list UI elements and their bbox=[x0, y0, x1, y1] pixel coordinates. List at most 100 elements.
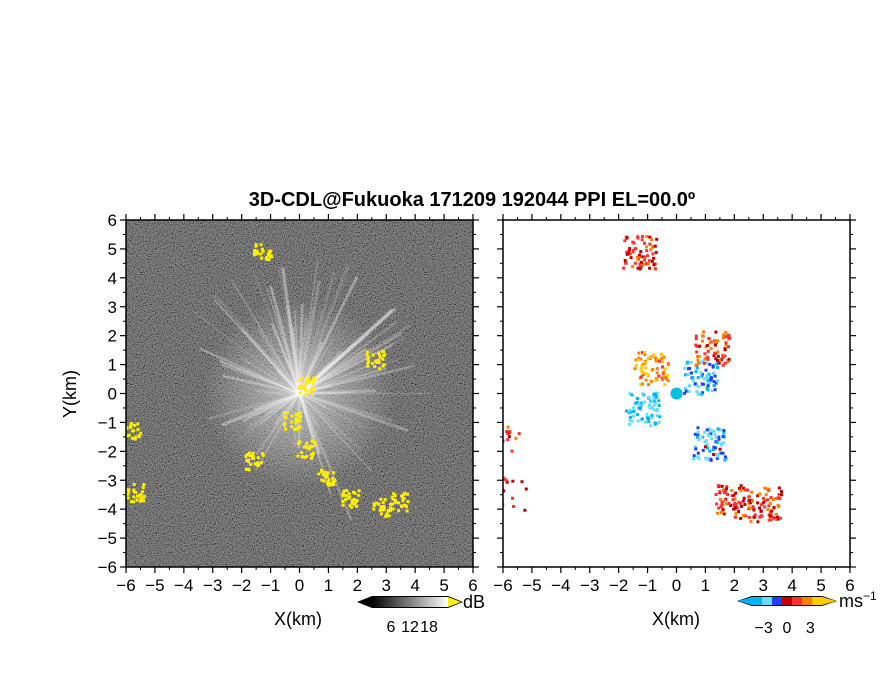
velocity-point bbox=[694, 334, 698, 338]
velocity-point bbox=[664, 377, 668, 381]
echo-pixel bbox=[267, 258, 271, 262]
echo-pixel bbox=[306, 378, 309, 382]
echo-pixel bbox=[298, 384, 302, 388]
echo-pixel bbox=[375, 501, 378, 505]
velocity-point bbox=[758, 515, 762, 519]
velocity-point bbox=[765, 487, 769, 491]
velocity-point bbox=[692, 454, 696, 458]
echo-pixel bbox=[311, 387, 315, 390]
echo-pixel bbox=[365, 353, 369, 357]
velocity-point bbox=[715, 456, 719, 460]
velocity-point bbox=[511, 496, 514, 500]
velocity-point bbox=[628, 415, 632, 419]
velocity-point bbox=[636, 413, 639, 417]
echo-pixel bbox=[387, 509, 390, 512]
echo-pixel bbox=[266, 252, 270, 256]
velocity-point bbox=[707, 372, 711, 376]
echo-pixel bbox=[309, 445, 313, 449]
velocity-point bbox=[692, 457, 696, 461]
velocity-point bbox=[657, 359, 661, 363]
velocity-point bbox=[683, 373, 687, 377]
velocity-point bbox=[722, 441, 726, 445]
echo-pixel bbox=[377, 358, 381, 362]
x-tick-label: 0 bbox=[295, 576, 304, 595]
echo-pixel bbox=[305, 441, 309, 445]
velocity-point bbox=[708, 341, 712, 345]
echo-pixel bbox=[320, 468, 323, 472]
echo-pixel bbox=[140, 497, 144, 501]
echo-pixel bbox=[391, 497, 395, 501]
echo-pixel bbox=[311, 393, 315, 397]
velocity-point bbox=[657, 399, 661, 403]
velocity-point bbox=[632, 406, 636, 410]
velocity-point bbox=[717, 358, 721, 362]
echo-pixel bbox=[305, 455, 309, 458]
echo-pixel bbox=[142, 499, 146, 503]
velocity-point bbox=[747, 495, 751, 499]
velocity-point bbox=[628, 410, 632, 414]
echo-pixel bbox=[127, 433, 131, 437]
y-tick-label: 5 bbox=[108, 240, 117, 259]
velocity-point bbox=[770, 515, 774, 519]
velocity-point bbox=[780, 490, 783, 493]
velocity-point bbox=[643, 241, 646, 245]
echo-pixel bbox=[377, 502, 381, 506]
velocity-point bbox=[733, 501, 737, 505]
velocity-point bbox=[695, 355, 699, 359]
velocity-point bbox=[696, 451, 700, 455]
velocity-colorbar-segment bbox=[782, 597, 793, 605]
velocity-point bbox=[649, 248, 653, 252]
echo-pixel bbox=[354, 500, 358, 504]
velocity-point bbox=[715, 441, 719, 445]
echo-pixel bbox=[326, 471, 330, 475]
velocity-colorbar-segment bbox=[752, 597, 763, 605]
velocity-point bbox=[641, 255, 645, 259]
echo-pixel bbox=[259, 252, 263, 256]
velocity-point bbox=[703, 357, 707, 361]
velocity-point bbox=[769, 518, 773, 521]
echo-pixel bbox=[132, 488, 136, 492]
velocity-point bbox=[491, 435, 494, 438]
x-tick-label: 1 bbox=[324, 576, 333, 595]
velocity-point bbox=[648, 235, 652, 239]
velocity-point bbox=[623, 259, 627, 262]
echo-pixel bbox=[311, 454, 314, 458]
echo-pixel bbox=[392, 492, 396, 496]
echo-pixel bbox=[307, 376, 311, 380]
velocity-point bbox=[683, 366, 687, 370]
echo-pixel bbox=[381, 501, 385, 505]
velocity-point bbox=[693, 432, 697, 436]
velocity-point bbox=[638, 262, 642, 266]
echo-pixel bbox=[284, 427, 288, 431]
velocity-point bbox=[777, 495, 781, 498]
echo-pixel bbox=[284, 416, 288, 420]
velocity-point bbox=[641, 392, 645, 396]
velocity-point bbox=[639, 250, 643, 254]
echo-pixel bbox=[382, 354, 385, 358]
velocity-point bbox=[624, 261, 628, 265]
velocity-point bbox=[748, 506, 751, 510]
echo-pixel bbox=[389, 506, 393, 510]
velocity-point bbox=[711, 364, 715, 368]
velocity-point bbox=[639, 367, 643, 371]
echo-pixel bbox=[385, 512, 389, 516]
velocity-point bbox=[503, 477, 506, 481]
x-tick-label: −2 bbox=[609, 576, 628, 595]
x-tick-label: −3 bbox=[580, 576, 599, 595]
echo-pixel bbox=[326, 481, 330, 485]
velocity-point bbox=[742, 496, 746, 500]
echo-pixel bbox=[357, 493, 361, 497]
velocity-point bbox=[636, 419, 640, 423]
velocity-colorbar-unit: ms−1 bbox=[839, 589, 877, 611]
velocity-point bbox=[722, 512, 726, 516]
velocity-point bbox=[647, 262, 650, 266]
velocity-point bbox=[695, 366, 699, 370]
velocity-point bbox=[702, 330, 705, 334]
x-tick-label: −4 bbox=[551, 576, 570, 595]
velocity-point bbox=[652, 244, 656, 248]
echo-pixel bbox=[303, 455, 307, 459]
echo-pixel bbox=[296, 454, 300, 458]
echo-pixel bbox=[261, 453, 265, 457]
echo-pixel bbox=[314, 443, 318, 447]
